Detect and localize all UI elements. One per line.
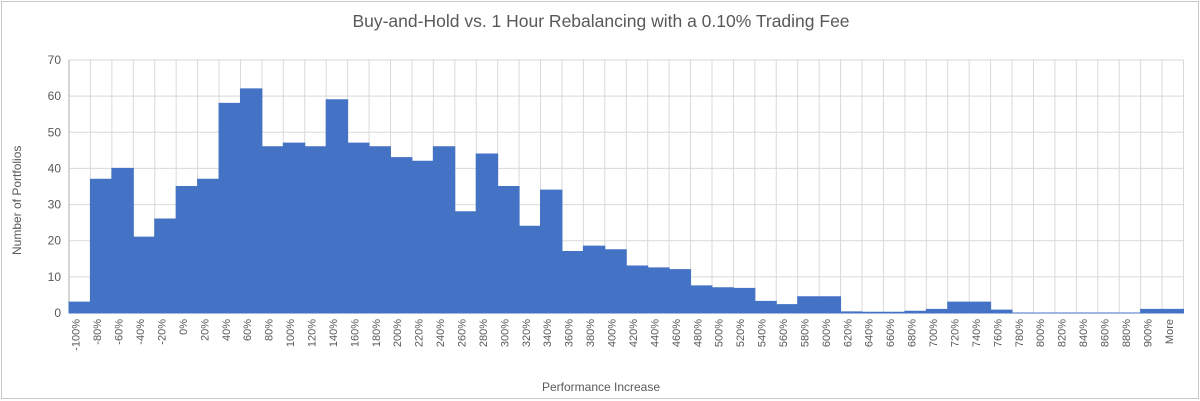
svg-text:50: 50	[48, 125, 62, 139]
svg-text:240%: 240%	[435, 319, 447, 347]
svg-text:580%: 580%	[799, 319, 811, 347]
svg-text:120%: 120%	[306, 319, 318, 347]
svg-text:40%: 40%	[221, 319, 233, 341]
svg-text:40: 40	[48, 161, 62, 175]
svg-text:720%: 720%	[949, 319, 961, 347]
svg-text:0: 0	[54, 306, 61, 320]
svg-text:460%: 460%	[671, 319, 683, 347]
svg-text:600%: 600%	[821, 319, 833, 347]
svg-text:140%: 140%	[328, 319, 340, 347]
svg-text:560%: 560%	[778, 319, 790, 347]
svg-text:800%: 800%	[1035, 319, 1047, 347]
svg-text:760%: 760%	[992, 319, 1004, 347]
svg-text:400%: 400%	[607, 319, 619, 347]
svg-text:100%: 100%	[285, 319, 297, 347]
svg-text:-80%: -80%	[92, 319, 104, 345]
svg-text:-20%: -20%	[156, 319, 168, 345]
svg-text:-60%: -60%	[114, 319, 126, 345]
svg-text:80%: 80%	[264, 319, 276, 341]
svg-text:260%: 260%	[457, 319, 469, 347]
svg-text:540%: 540%	[757, 319, 769, 347]
svg-text:680%: 680%	[907, 319, 919, 347]
svg-text:440%: 440%	[649, 319, 661, 347]
svg-text:380%: 380%	[585, 319, 597, 347]
svg-text:0%: 0%	[178, 319, 190, 335]
svg-text:10: 10	[48, 270, 62, 284]
svg-text:220%: 220%	[414, 319, 426, 347]
svg-text:340%: 340%	[542, 319, 554, 347]
svg-text:740%: 740%	[971, 319, 983, 347]
svg-text:820%: 820%	[1057, 319, 1069, 347]
svg-text:20%: 20%	[199, 319, 211, 341]
svg-text:280%: 280%	[478, 319, 490, 347]
svg-text:60%: 60%	[242, 319, 254, 341]
svg-text:60: 60	[48, 89, 62, 103]
svg-text:-40%: -40%	[135, 319, 147, 345]
svg-text:640%: 640%	[864, 319, 876, 347]
svg-text:30: 30	[48, 198, 62, 212]
svg-text:420%: 420%	[628, 319, 640, 347]
svg-text:360%: 360%	[564, 319, 576, 347]
svg-text:880%: 880%	[1121, 319, 1133, 347]
svg-text:500%: 500%	[714, 319, 726, 347]
svg-text:300%: 300%	[499, 319, 511, 347]
svg-text:320%: 320%	[521, 319, 533, 347]
svg-text:20: 20	[48, 234, 62, 248]
svg-text:480%: 480%	[692, 319, 704, 347]
svg-text:-100%: -100%	[71, 319, 83, 351]
svg-text:70: 70	[48, 53, 62, 67]
svg-text:520%: 520%	[735, 319, 747, 347]
svg-text:840%: 840%	[1078, 319, 1090, 347]
svg-text:More: More	[1164, 319, 1176, 344]
svg-text:660%: 660%	[885, 319, 897, 347]
svg-text:180%: 180%	[371, 319, 383, 347]
svg-text:780%: 780%	[1014, 319, 1026, 347]
svg-text:900%: 900%	[1142, 319, 1154, 347]
svg-text:160%: 160%	[349, 319, 361, 347]
svg-text:700%: 700%	[928, 319, 940, 347]
svg-text:200%: 200%	[392, 319, 404, 347]
svg-text:860%: 860%	[1099, 319, 1111, 347]
svg-text:620%: 620%	[842, 319, 854, 347]
